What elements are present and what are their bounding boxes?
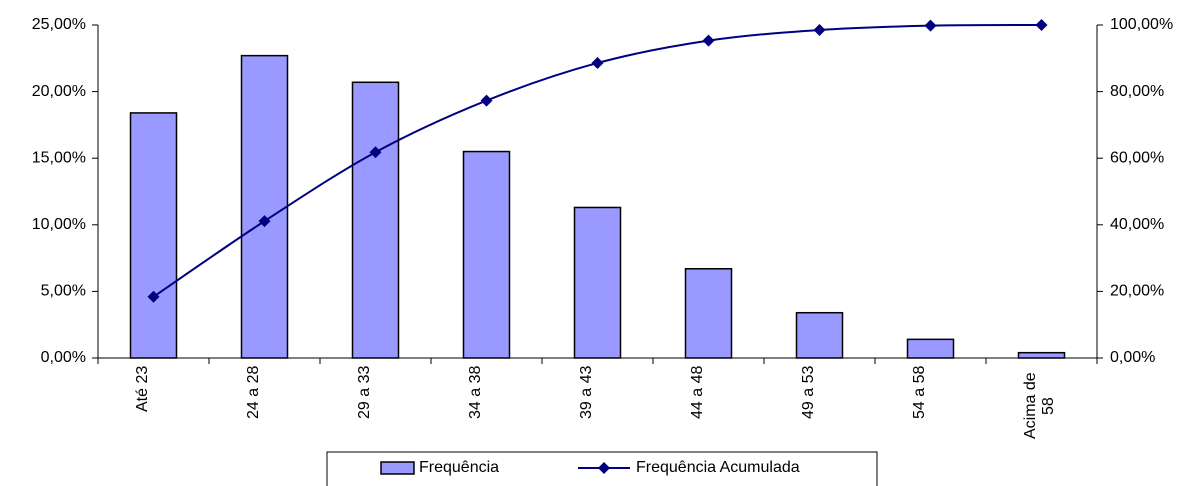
marker bbox=[702, 34, 715, 47]
y-tick-label: 5,00% bbox=[41, 283, 86, 300]
marker bbox=[813, 23, 826, 36]
x-tick-label-text: Até 23 bbox=[133, 366, 151, 413]
bar bbox=[573, 206, 622, 359]
legend-marker bbox=[598, 462, 610, 474]
y-tick-label: 25,00% bbox=[32, 16, 86, 33]
marker bbox=[369, 146, 382, 159]
x-tick-label: 24 a 28 bbox=[245, 366, 285, 450]
legend-label: Frequência Acumulada bbox=[636, 459, 800, 476]
y2-tick-label: 80,00% bbox=[1110, 83, 1164, 100]
y2-tick-label: 100,00% bbox=[1110, 16, 1173, 33]
x-tick-label-text: 54 a 58 bbox=[910, 366, 928, 420]
bar bbox=[240, 54, 289, 359]
x-tick-label-text: 34 a 38 bbox=[466, 366, 484, 420]
x-tick-label-text: 24 a 28 bbox=[244, 366, 262, 420]
marker bbox=[1035, 19, 1048, 31]
y-tick-label: 15,00% bbox=[32, 149, 86, 166]
bar bbox=[684, 268, 733, 359]
x-tick-label: 29 a 33 bbox=[356, 366, 396, 450]
y2-tick-label: 20,00% bbox=[1110, 283, 1164, 300]
x-tick-label: Até 23 bbox=[134, 366, 174, 450]
x-tick-label: 39 a 43 bbox=[578, 366, 618, 450]
bar bbox=[462, 150, 511, 359]
x-tick-label-text: 39 a 43 bbox=[577, 366, 595, 420]
y-tick-label: 20,00% bbox=[32, 83, 86, 100]
x-tick-label-text: 29 a 33 bbox=[355, 366, 373, 420]
y2-tick-label: 0,00% bbox=[1110, 349, 1155, 366]
x-tick-label-text: 49 a 53 bbox=[799, 366, 817, 420]
bar bbox=[129, 112, 178, 359]
x-tick-label-text: Acima de 58 bbox=[1021, 372, 1057, 440]
marker bbox=[480, 94, 493, 107]
bar bbox=[1017, 351, 1066, 359]
legend-swatch bbox=[380, 461, 415, 475]
x-tick-label: 44 a 48 bbox=[689, 366, 729, 450]
line bbox=[152, 24, 1042, 298]
bar bbox=[906, 338, 955, 359]
x-tick-label: Acima de 58 bbox=[1022, 366, 1062, 450]
x-tick-label: 34 a 38 bbox=[467, 366, 507, 450]
x-tick-label: 49 a 53 bbox=[800, 366, 840, 450]
marker bbox=[147, 290, 160, 303]
bar bbox=[795, 311, 844, 359]
y-tick-label: 10,00% bbox=[32, 216, 86, 233]
bar bbox=[351, 81, 400, 359]
x-tick-label-text: 44 a 48 bbox=[688, 366, 706, 420]
legend-label: Frequência bbox=[419, 459, 499, 476]
marker bbox=[591, 56, 604, 69]
y2-tick-label: 40,00% bbox=[1110, 216, 1164, 233]
y-tick-label: 0,00% bbox=[41, 349, 86, 366]
marker bbox=[924, 19, 937, 32]
x-tick-label: 54 a 58 bbox=[911, 366, 951, 450]
y2-tick-label: 60,00% bbox=[1110, 149, 1164, 166]
marker bbox=[258, 215, 271, 228]
